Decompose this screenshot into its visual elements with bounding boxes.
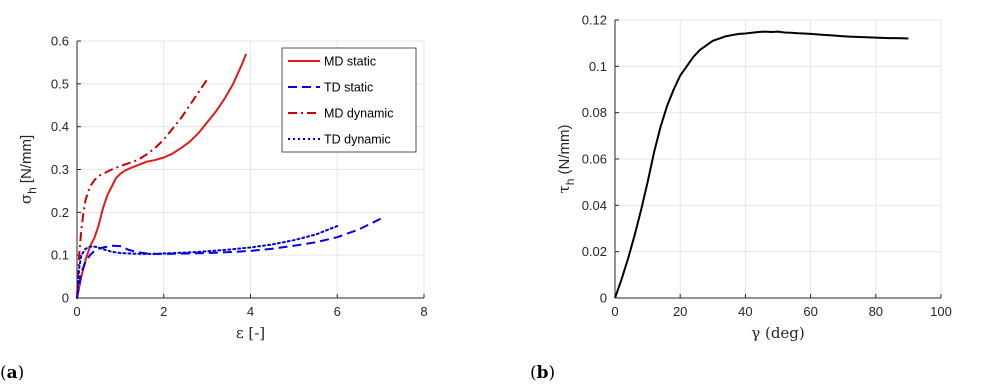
y-tick-label: 0.4: [51, 119, 69, 134]
panel-label: (b): [530, 363, 555, 383]
y-tick-label: 0.3: [51, 162, 69, 177]
y-tick-label: 0.1: [589, 59, 607, 74]
legend-entry: MD static: [324, 55, 376, 69]
panel-label: (a): [0, 363, 24, 383]
legend-entry: MD dynamic: [324, 107, 393, 121]
y-tick-label: 0.02: [582, 244, 607, 259]
x-tick-label: 60: [803, 304, 817, 319]
legend: MD static TD static MD dynamic TD dynamic: [281, 47, 417, 153]
y-tick-label: 0: [62, 291, 69, 306]
y-tick-label: 0.04: [582, 198, 607, 213]
x-tick-label: 0: [611, 304, 618, 319]
y-tick-label: 0.06: [582, 152, 607, 167]
y-tick-label: 0.5: [51, 76, 69, 91]
chart-panel-a: 0 2 4 6 8 0 0.1 0.2 0.3 0.4 0.5 0.6 ε [-] σh[N/mm] MD …: [0, 34, 428, 384]
y-axis-label: τh(N/mm): [555, 125, 577, 194]
series-line-md-dynamic: [76, 78, 208, 299]
x-axis-label: ε [-]: [236, 324, 265, 342]
x-tick-label: 80: [869, 304, 883, 319]
x-tick-label: 100: [930, 304, 952, 319]
chart-panel-b: 0 20 40 60 80 100 0 0.02 0.04 0.06 0.08 0.1 0.12 γ (d…: [530, 13, 952, 384]
y-tick-label: 0: [600, 291, 607, 306]
series-line-td-static: [76, 217, 382, 299]
x-tick-label: 4: [247, 304, 254, 319]
series-line-td-dynamic: [76, 225, 339, 299]
y-tick-label: 0.12: [582, 13, 607, 28]
legend-entry: TD dynamic: [324, 133, 391, 147]
x-axis-label: γ (deg): [751, 324, 805, 342]
y-axis-label: σh[N/mm]: [17, 135, 39, 204]
x-tick-label: 2: [160, 304, 167, 319]
y-tick-label: 0.08: [582, 105, 607, 120]
series-line-md-static: [76, 53, 248, 299]
y-tick-label: 0.1: [51, 248, 69, 263]
x-tick-label: 0: [73, 304, 80, 319]
series-line-0: [614, 30, 909, 299]
y-tick-label: 0.2: [51, 205, 69, 220]
legend-box: [281, 47, 417, 153]
x-tick-label: 8: [420, 304, 427, 319]
x-tick-label: 6: [334, 304, 341, 319]
legend-entry: TD static: [324, 81, 373, 95]
y-tick-label: 0.6: [51, 34, 69, 49]
x-tick-label: 20: [673, 304, 687, 319]
x-tick-label: 40: [738, 304, 752, 319]
